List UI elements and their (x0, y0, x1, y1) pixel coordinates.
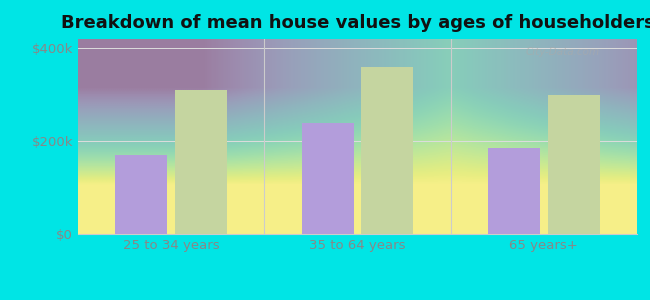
Bar (361, 67, 413, 234)
Bar (547, 95, 600, 234)
Bar (115, 155, 168, 234)
Title: Breakdown of mean house values by ages of householders: Breakdown of mean house values by ages o… (60, 14, 650, 32)
Bar (302, 123, 354, 234)
Text: City-Data.com: City-Data.com (525, 46, 599, 57)
Bar (488, 148, 540, 234)
Bar (175, 90, 227, 234)
